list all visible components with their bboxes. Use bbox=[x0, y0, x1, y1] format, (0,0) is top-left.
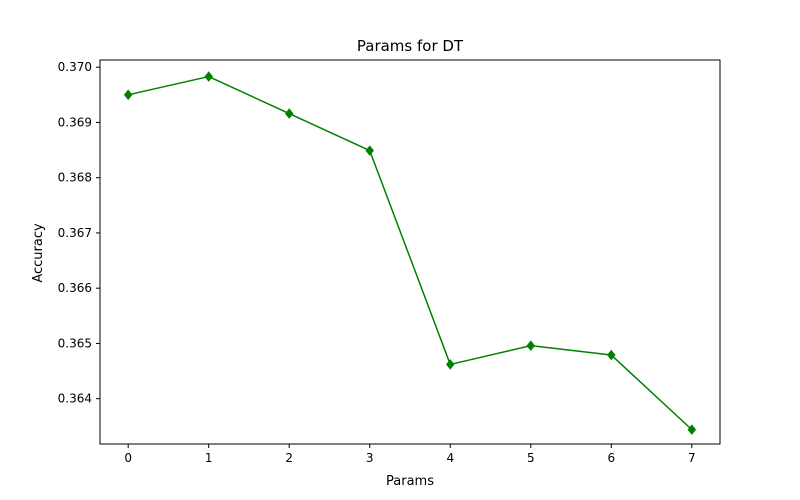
y-tick-label: 0.369 bbox=[58, 115, 92, 129]
x-tick-label: 1 bbox=[205, 451, 213, 465]
y-tick-label: 0.368 bbox=[58, 171, 92, 185]
plot-frame bbox=[99, 59, 721, 445]
y-tick-label: 0.367 bbox=[58, 226, 92, 240]
data-point bbox=[526, 340, 536, 351]
x-tick-label: 6 bbox=[607, 451, 615, 465]
series-line bbox=[128, 75, 693, 431]
x-axis-label: Params bbox=[386, 474, 434, 489]
x-tick-label: 5 bbox=[527, 451, 535, 465]
chart-title: Params for DT bbox=[357, 37, 464, 55]
data-point bbox=[204, 71, 213, 82]
data-point bbox=[607, 349, 616, 361]
x-tick-label: 2 bbox=[285, 451, 293, 465]
data-point bbox=[284, 108, 294, 119]
data-point bbox=[365, 145, 374, 156]
x-tick-label: 7 bbox=[688, 451, 696, 465]
y-axis: 0.364 0.365 0.366 0.367 0.368 0.369 0.370 bbox=[58, 60, 100, 406]
y-axis-label: Accuracy bbox=[31, 223, 46, 283]
x-tick-label: 0 bbox=[124, 451, 132, 465]
y-tick-label: 0.370 bbox=[58, 60, 92, 74]
x-tick-label: 4 bbox=[446, 451, 454, 465]
data-point bbox=[446, 359, 455, 370]
y-tick-label: 0.366 bbox=[58, 281, 92, 295]
y-tick-label: 0.365 bbox=[58, 336, 92, 350]
plot-area bbox=[99, 59, 721, 445]
data-point bbox=[687, 424, 697, 435]
x-axis: 0 1 2 3 4 5 6 7 bbox=[124, 444, 696, 465]
data-point bbox=[123, 89, 133, 101]
y-tick-label: 0.364 bbox=[58, 392, 92, 406]
x-tick-label: 3 bbox=[366, 451, 374, 465]
